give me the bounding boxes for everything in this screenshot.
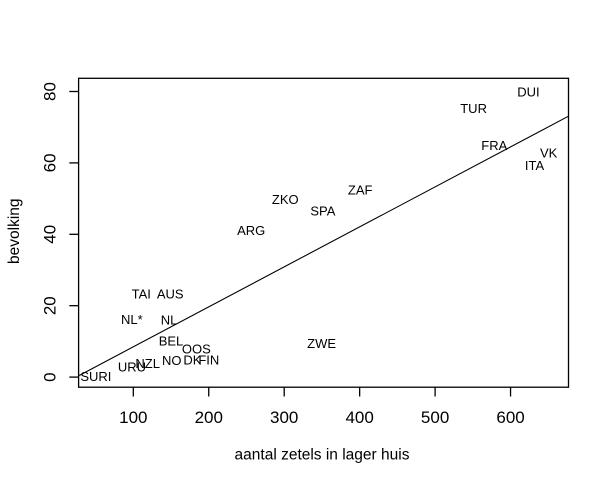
svg-text:600: 600 — [496, 408, 524, 427]
svg-text:aantal zetels in lager huis: aantal zetels in lager huis — [235, 447, 410, 464]
svg-text:300: 300 — [270, 408, 298, 427]
svg-text:ARG: ARG — [237, 223, 265, 238]
svg-text:100: 100 — [119, 408, 147, 427]
svg-text:20: 20 — [41, 296, 60, 315]
svg-text:SPA: SPA — [310, 204, 335, 219]
svg-text:AUS: AUS — [157, 287, 184, 302]
svg-text:80: 80 — [41, 82, 60, 101]
svg-text:OOS: OOS — [182, 341, 211, 356]
svg-text:NZL: NZL — [135, 356, 160, 371]
svg-text:400: 400 — [345, 408, 373, 427]
svg-text:TUR: TUR — [460, 101, 487, 116]
svg-text:ZKO: ZKO — [272, 192, 299, 207]
svg-text:FIN: FIN — [198, 353, 219, 368]
svg-text:NL*: NL* — [121, 312, 143, 327]
svg-text:60: 60 — [41, 153, 60, 172]
svg-text:NL: NL — [161, 312, 178, 327]
svg-text:bevolking: bevolking — [6, 198, 23, 264]
svg-text:URU: URU — [118, 360, 146, 375]
svg-text:DK: DK — [183, 353, 201, 368]
svg-text:ZAF: ZAF — [348, 183, 373, 198]
svg-text:ZWE: ZWE — [307, 336, 336, 351]
svg-text:500: 500 — [421, 408, 449, 427]
svg-text:200: 200 — [195, 408, 223, 427]
svg-text:NO: NO — [162, 353, 182, 368]
svg-text:SURI: SURI — [80, 369, 111, 384]
svg-text:DUI: DUI — [517, 84, 539, 99]
svg-text:VK: VK — [540, 146, 558, 161]
svg-text:0: 0 — [41, 372, 60, 381]
svg-text:TAI: TAI — [132, 287, 151, 302]
svg-text:FRA: FRA — [481, 138, 507, 153]
svg-text:40: 40 — [41, 225, 60, 244]
svg-text:BEL: BEL — [159, 333, 184, 348]
svg-text:ITA: ITA — [525, 158, 545, 173]
